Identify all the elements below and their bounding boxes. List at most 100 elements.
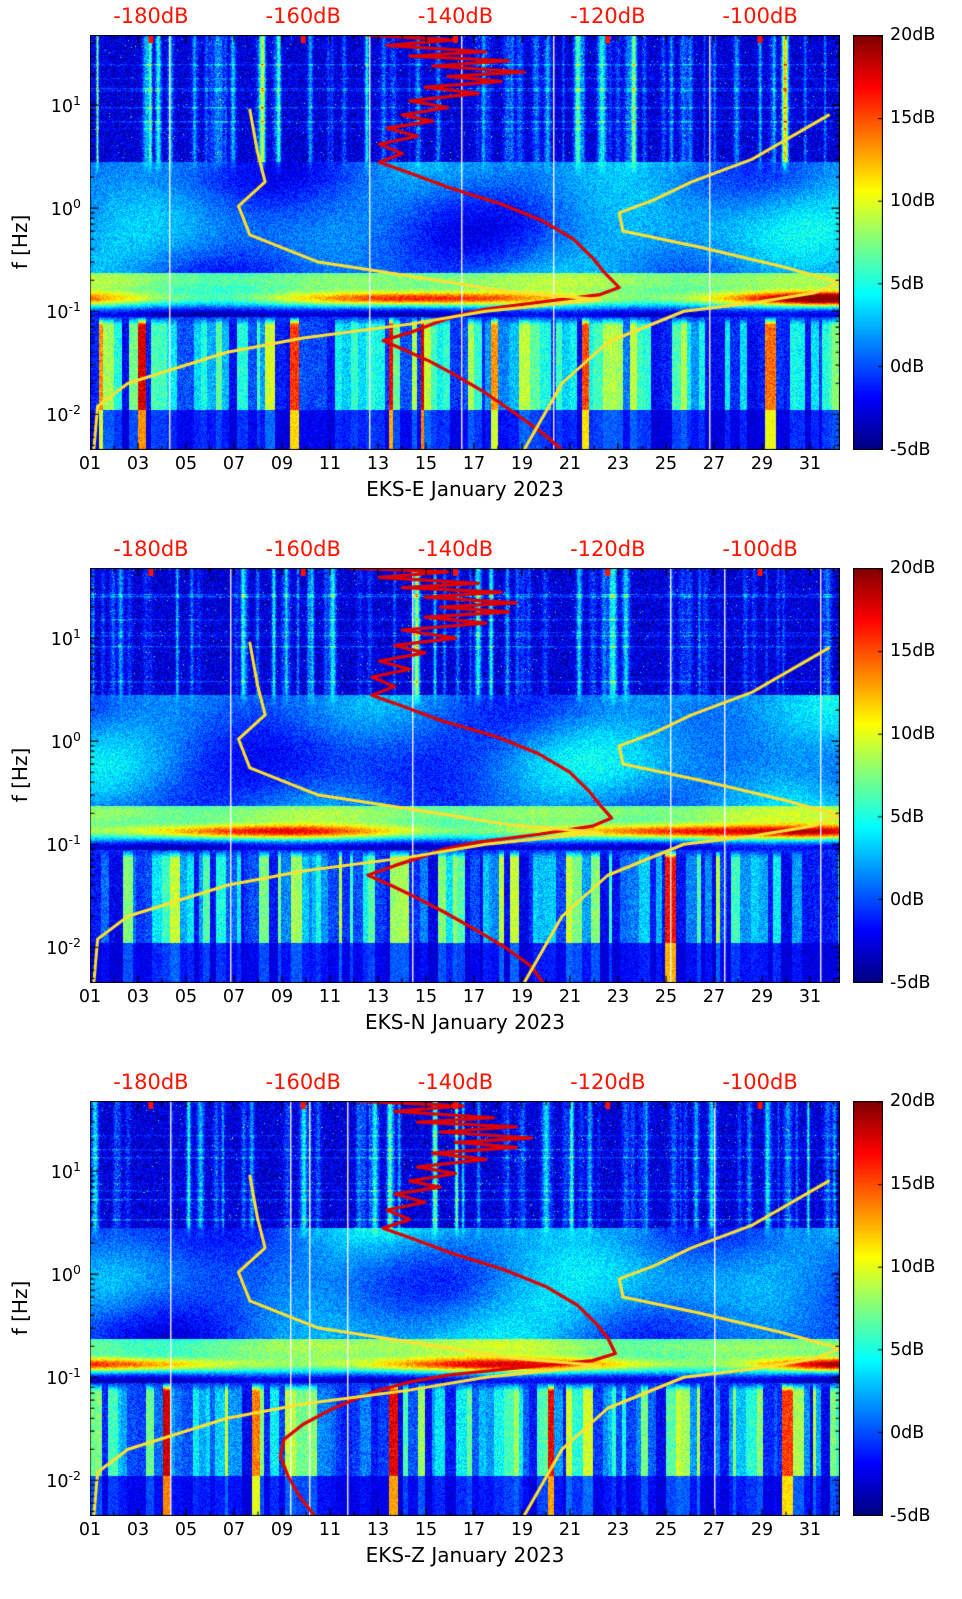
spectrogram-panel-eks-z: -180dB -160dB -140dB -120dB -100dB 101 1… <box>0 1066 962 1599</box>
x-tick-label: 21 <box>558 987 582 1007</box>
x-tick-label: 13 <box>366 987 390 1007</box>
top-axis-tick-label: -100dB <box>722 1070 798 1094</box>
x-tick-label: 05 <box>174 1520 198 1540</box>
x-axis-ticks: 01 03 05 07 09 11 13 15 17 19 21 23 25 2… <box>79 1516 840 1542</box>
x-tick-label: 05 <box>174 454 198 474</box>
x-tick-label: 23 <box>606 987 630 1007</box>
x-tick-label: 19 <box>510 454 534 474</box>
colorbar-tick-label: 20dB <box>890 25 936 45</box>
x-tick-label: 17 <box>462 454 486 474</box>
x-tick-label: 09 <box>270 987 294 1007</box>
x-tick-label: 03 <box>126 454 150 474</box>
x-tick-label: 17 <box>462 1520 486 1540</box>
x-tick-label: 29 <box>750 987 774 1007</box>
colorbar-tick-label: 20dB <box>890 558 936 578</box>
top-db-axis: -180dB -160dB -140dB -120dB -100dB <box>90 537 840 565</box>
top-axis-tick-label: -140dB <box>417 537 494 561</box>
y-tick-label: 10-1 <box>46 299 81 324</box>
top-axis-tick-label: -140dB <box>417 1070 494 1094</box>
colorbar: 20dB 15dB 10dB 5dB 0dB -5dB <box>853 1091 935 1526</box>
colorbar-tick-label: -5dB <box>890 973 931 993</box>
x-tick-label: 07 <box>222 454 246 474</box>
y-axis-title: f [Hz] <box>8 747 32 803</box>
y-tick-label: 10-2 <box>46 935 81 960</box>
top-axis-tick-label: -140dB <box>417 4 494 28</box>
x-tick-label: 15 <box>414 1520 438 1540</box>
colorbar-canvas <box>853 568 883 983</box>
y-axis-title: f [Hz] <box>8 214 32 270</box>
x-tick-label: 21 <box>558 454 582 474</box>
y-tick-label: 100 <box>50 729 81 754</box>
x-tick-label: 25 <box>654 1520 678 1540</box>
x-tick-label: 03 <box>126 987 150 1007</box>
top-axis-tick-label: -160dB <box>265 4 341 28</box>
top-db-axis: -180dB -160dB -140dB -120dB -100dB <box>90 1070 840 1098</box>
x-tick-label: 21 <box>558 1520 582 1540</box>
colorbar-tick-label: 15dB <box>890 1174 936 1194</box>
x-tick-label: 11 <box>318 1520 342 1540</box>
x-axis-title: EKS-N January 2023 <box>364 1010 566 1034</box>
x-tick-label: 25 <box>654 987 678 1007</box>
top-axis-tick-label: -120dB <box>570 537 646 561</box>
top-axis-tick-label: -160dB <box>265 1070 341 1094</box>
x-axis-ticks: 01 03 05 07 09 11 13 15 17 19 21 23 25 2… <box>79 983 840 1009</box>
x-tick-label: 07 <box>222 987 246 1007</box>
spectrogram-canvas-eks-z <box>90 1101 840 1516</box>
colorbar-tick-label: 5dB <box>890 274 925 294</box>
x-tick-label: 27 <box>702 454 726 474</box>
x-tick-label: 03 <box>126 1520 150 1540</box>
top-axis-tick-label: -120dB <box>570 4 646 28</box>
colorbar-tick-label: -5dB <box>890 440 931 460</box>
x-tick-label: 27 <box>702 1520 726 1540</box>
x-tick-label: 13 <box>366 454 390 474</box>
y-tick-label: 100 <box>50 196 81 221</box>
x-tick-label: 17 <box>462 987 486 1007</box>
x-tick-label: 01 <box>78 987 102 1007</box>
top-axis-tick-label: -100dB <box>722 4 798 28</box>
top-axis-tick-label: -100dB <box>722 537 798 561</box>
colorbar-tick-label: -5dB <box>890 1506 931 1526</box>
x-tick-label: 23 <box>606 1520 630 1540</box>
colorbar-tick-label: 10dB <box>890 1257 936 1277</box>
x-tick-label: 09 <box>270 454 294 474</box>
x-tick-label: 23 <box>606 454 630 474</box>
top-axis-tick-label: -180dB <box>113 4 189 28</box>
top-axis-tick-label: -120dB <box>570 1070 646 1094</box>
colorbar-tick-label: 10dB <box>890 724 936 744</box>
colorbar-tick-label: 0dB <box>890 1423 925 1443</box>
x-tick-label: 13 <box>366 1520 390 1540</box>
x-tick-label: 19 <box>510 1520 534 1540</box>
x-tick-label: 11 <box>318 454 342 474</box>
colorbar-tick-label: 5dB <box>890 1340 925 1360</box>
y-tick-label: 10-1 <box>46 1365 81 1390</box>
spectrogram-plot: -180dB -160dB -140dB -120dB -100dB 101 1… <box>46 4 840 501</box>
colorbar-tick-label: 0dB <box>890 357 925 377</box>
y-tick-label: 101 <box>50 1159 81 1184</box>
top-axis-tick-label: -160dB <box>265 537 341 561</box>
top-axis-tick-label: -180dB <box>113 1070 189 1094</box>
spectrogram-plot: -180dB -160dB -140dB -120dB -100dB 101 1… <box>46 537 840 1034</box>
colorbar: 20dB 15dB 10dB 5dB 0dB -5dB <box>853 558 935 993</box>
x-tick-label: 25 <box>654 454 678 474</box>
x-tick-label: 29 <box>750 1520 774 1540</box>
x-tick-label: 05 <box>174 987 198 1007</box>
y-tick-label: 100 <box>50 1262 81 1287</box>
y-tick-label: 10-2 <box>46 402 81 427</box>
y-axis-title: f [Hz] <box>8 1280 32 1336</box>
colorbar-tick-label: 20dB <box>890 1091 936 1111</box>
colorbar-tick-label: 0dB <box>890 890 925 910</box>
x-tick-label: 09 <box>270 1520 294 1540</box>
top-axis-tick-label: -180dB <box>113 537 189 561</box>
x-axis-ticks: 01 03 05 07 09 11 13 15 17 19 21 23 25 2… <box>79 450 840 476</box>
colorbar-canvas <box>853 35 883 450</box>
spectrogram-plot: -180dB -160dB -140dB -120dB -100dB 101 1… <box>46 1070 840 1567</box>
colorbar-tick-label: 15dB <box>890 641 936 661</box>
colorbar-canvas <box>853 1101 883 1516</box>
y-tick-label: 101 <box>50 93 81 118</box>
top-db-axis: -180dB -160dB -140dB -120dB -100dB <box>90 4 840 32</box>
x-axis-title: EKS-Z January 2023 <box>365 1543 565 1567</box>
x-tick-label: 15 <box>414 454 438 474</box>
x-tick-label: 15 <box>414 987 438 1007</box>
spectrogram-canvas-eks-n <box>90 568 840 983</box>
x-tick-label: 01 <box>78 1520 102 1540</box>
